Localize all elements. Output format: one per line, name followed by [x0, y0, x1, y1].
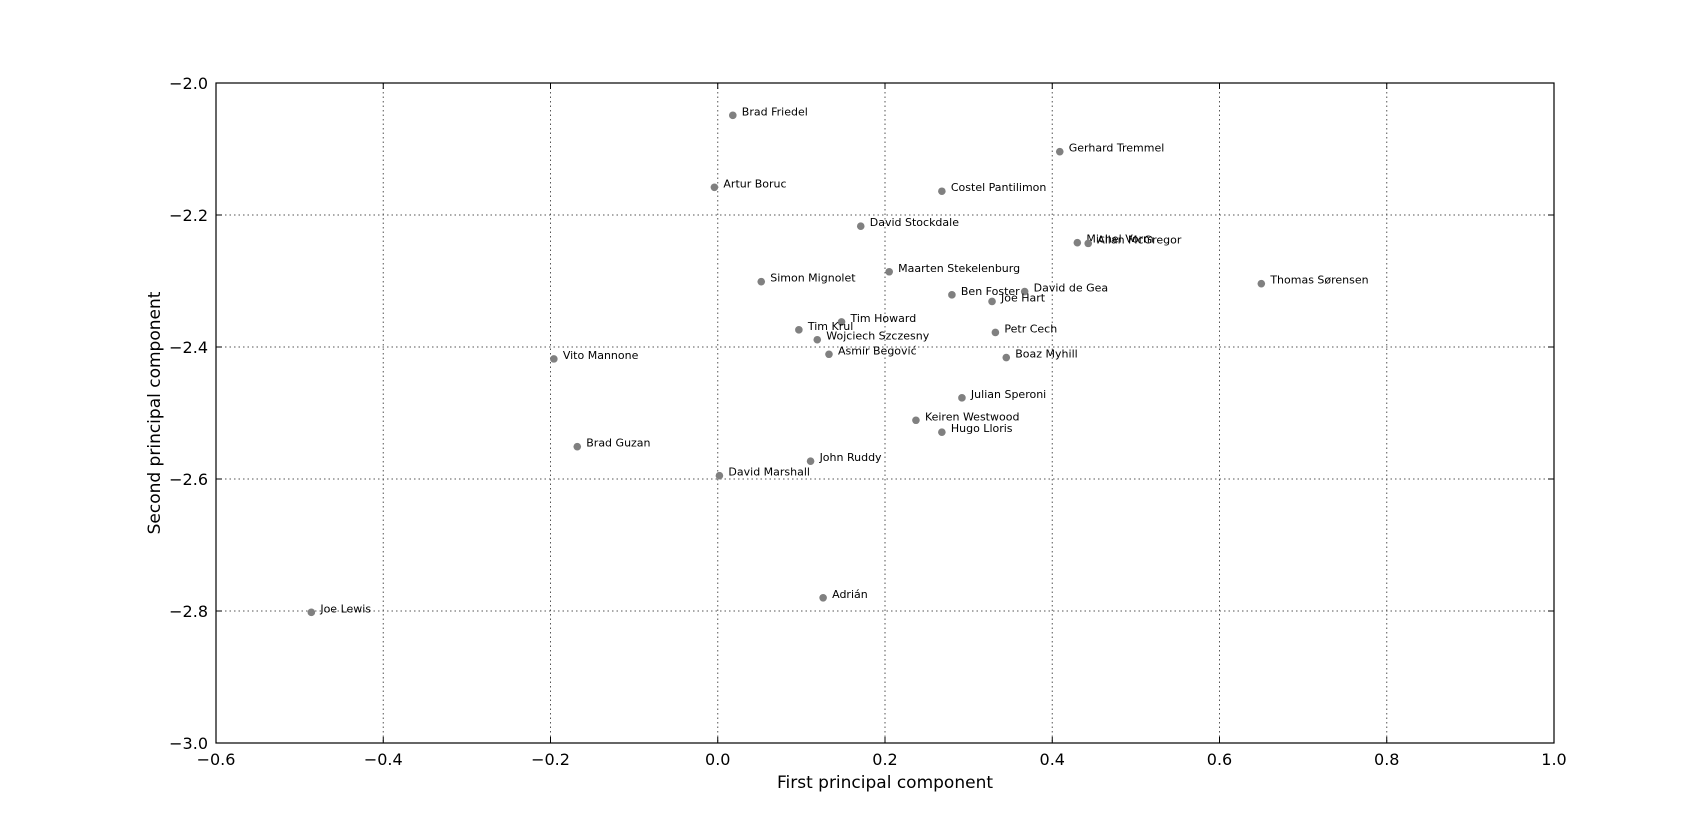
data-point — [837, 318, 846, 326]
point-label: David Stockdale — [870, 216, 959, 229]
data-point — [912, 416, 920, 425]
point-label: Tim Howard — [850, 312, 917, 325]
grid-layer — [216, 83, 1554, 743]
x-axis-title: First principal component — [777, 773, 993, 793]
point-label: Hugo Lloris — [951, 422, 1013, 435]
x-tick-label: 1.0 — [1541, 750, 1566, 769]
x-tick-label: 0.6 — [1207, 750, 1232, 769]
data-point — [813, 335, 822, 344]
data-point — [1055, 147, 1064, 156]
data-point — [715, 471, 724, 480]
point-label: Asmir Begović — [838, 344, 917, 357]
y-tick-label: −3.0 — [169, 734, 208, 753]
point-label: Brad Guzan — [586, 437, 650, 450]
point-label: Keiren Westwood — [925, 410, 1020, 423]
data-point — [1073, 238, 1082, 247]
point-label: Boaz Myhill — [1015, 348, 1077, 361]
point-label: Joe Hart — [1000, 291, 1046, 304]
point-label: Wojciech Szczesny — [826, 330, 929, 343]
y-tick-label: −2.6 — [169, 470, 208, 489]
data-point — [795, 326, 803, 334]
data-point — [1257, 279, 1266, 288]
x-tick-label: 0.8 — [1374, 750, 1399, 769]
data-point — [307, 608, 316, 617]
point-label: Joe Lewis — [319, 602, 371, 615]
tick-layer: −0.6 −0.4 −0.2 0.0 0.2 0.4 0.6 0.8 1.0 −2.0 −2.2 −2… — [169, 74, 1567, 769]
point-label: Allan McGregor — [1097, 233, 1182, 246]
points-layer: Brad Friedel Gerhard Tremmel Artur Boruc Co… — [307, 105, 1369, 617]
y-tick-label: −2.2 — [169, 206, 208, 225]
data-point — [757, 277, 766, 286]
data-point — [1002, 353, 1011, 362]
x-tick-label: −0.4 — [364, 750, 403, 769]
point-label: Vito Mannone — [563, 349, 639, 362]
point-label: Thomas Sørensen — [1269, 274, 1368, 287]
point-label: Maarten Stekelenburg — [898, 262, 1020, 275]
x-tick-label: −0.6 — [197, 750, 236, 769]
x-tick-label: 0.0 — [705, 750, 730, 769]
data-point — [991, 328, 1000, 337]
point-label: Michel Vorm — [1086, 233, 1153, 246]
data-point — [856, 222, 865, 231]
data-point — [550, 355, 558, 363]
data-point — [1020, 287, 1029, 296]
data-point — [729, 111, 737, 120]
point-label: David de Gea — [1034, 282, 1109, 295]
point-label: Petr Cech — [1004, 322, 1057, 335]
point-label: Simon Mignolet — [770, 272, 856, 285]
data-point — [806, 457, 815, 465]
data-point — [819, 594, 827, 602]
y-tick-label: −2.4 — [169, 338, 208, 357]
x-tick-label: −0.2 — [531, 750, 570, 769]
data-point — [938, 187, 946, 196]
x-tick-label: 0.4 — [1040, 750, 1065, 769]
data-point — [885, 267, 893, 276]
x-tick-label: 0.2 — [872, 750, 897, 769]
point-label: Brad Friedel — [742, 105, 808, 118]
data-point — [1084, 239, 1093, 248]
y-axis-title: Second principal component — [145, 291, 165, 534]
point-label: Gerhard Tremmel — [1069, 142, 1165, 155]
point-label: Julian Speroni — [970, 388, 1046, 401]
y-tick-label: −2.8 — [169, 602, 208, 621]
y-tick-label: −2.0 — [169, 74, 208, 93]
point-label: David Marshall — [728, 466, 810, 479]
point-label: Adrián — [832, 588, 868, 601]
data-point — [710, 183, 719, 192]
data-point — [825, 350, 833, 359]
point-label: John Ruddy — [819, 451, 882, 464]
data-point — [573, 442, 582, 451]
data-point — [958, 394, 966, 402]
data-point — [988, 297, 996, 306]
point-label: Tim Krul — [807, 320, 853, 333]
data-point — [948, 291, 956, 299]
point-label: Costel Pantilimon — [951, 181, 1047, 194]
point-label: Artur Boruc — [723, 177, 786, 190]
point-label: Ben Foster — [961, 285, 1020, 298]
data-point — [938, 428, 946, 436]
